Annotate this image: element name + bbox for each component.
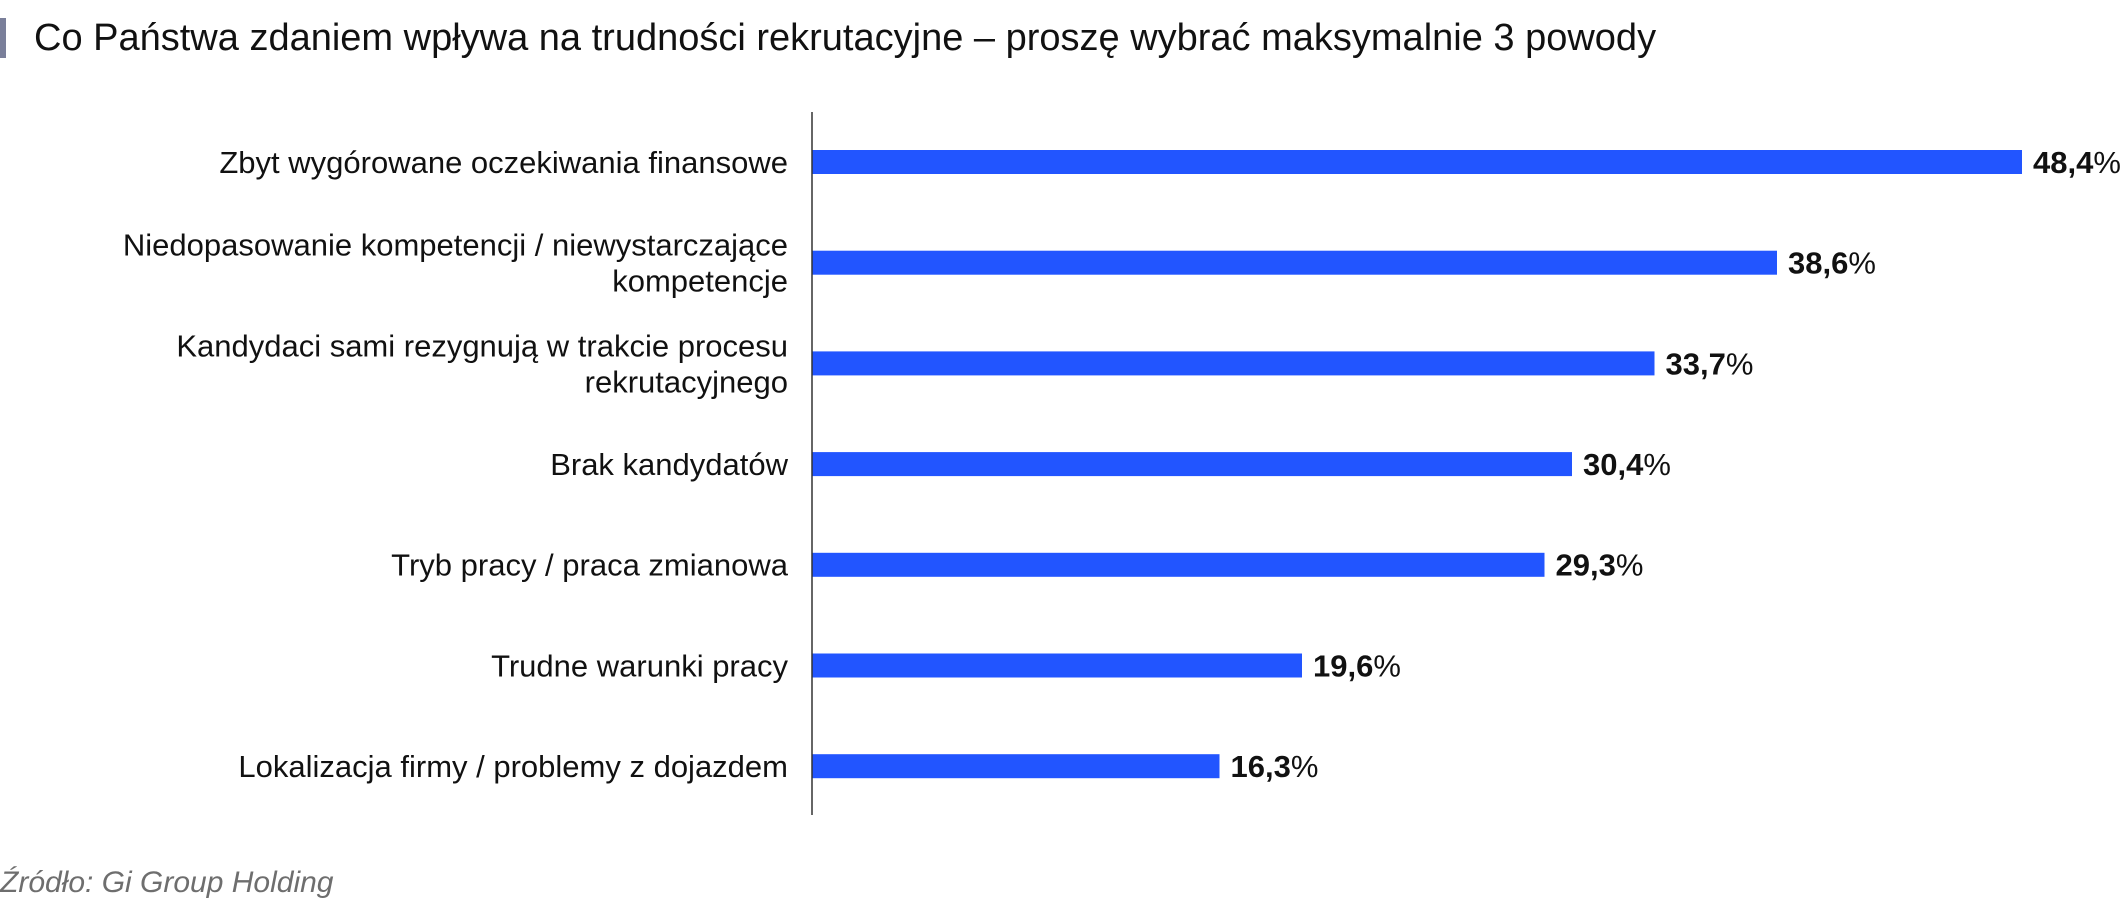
- category-label-6: Trudne warunki pracy: [491, 648, 788, 683]
- value-number: 38,6: [1788, 246, 1848, 281]
- category-label-line: Tryb pracy / praca zmianowa: [391, 548, 789, 583]
- category-label-line: Zbyt wygórowane oczekiwania finansowe: [219, 145, 788, 180]
- value-label-4: 30,4%: [1583, 447, 1671, 482]
- value-unit: %: [1643, 447, 1671, 482]
- value-unit: %: [1726, 346, 1754, 381]
- category-label-2: Niedopasowanie kompetencji / niewystarcz…: [123, 228, 788, 299]
- source-note: Źródło: Gi Group Holding: [0, 866, 334, 899]
- value-number: 29,3: [1556, 548, 1616, 583]
- category-label-5: Tryb pracy / praca zmianowa: [391, 548, 789, 583]
- value-label-6: 19,6%: [1313, 648, 1401, 683]
- bar-7: [812, 754, 1220, 779]
- category-label-line: Trudne warunki pracy: [491, 648, 788, 683]
- value-unit: %: [1616, 548, 1644, 583]
- category-label-4: Brak kandydatów: [550, 447, 788, 482]
- category-label-line: Kandydaci sami rezygnują w trakcie proce…: [176, 328, 788, 363]
- value-number: 19,6: [1313, 648, 1373, 683]
- category-label-line: kompetencje: [612, 264, 788, 299]
- bar-2: [812, 250, 1777, 275]
- value-unit: %: [2093, 145, 2121, 180]
- value-number: 16,3: [1231, 749, 1291, 784]
- bar-6: [812, 653, 1302, 678]
- value-number: 33,7: [1666, 346, 1726, 381]
- chart-title: Co Państwa zdaniem wpływa na trudności r…: [34, 17, 1657, 59]
- value-label-1: 48,4%: [2033, 145, 2121, 180]
- value-label-2: 38,6%: [1788, 246, 1876, 281]
- value-label-3: 33,7%: [1666, 346, 1754, 381]
- category-label-line: Brak kandydatów: [550, 447, 788, 482]
- category-label-3: Kandydaci sami rezygnują w trakcie proce…: [176, 328, 788, 399]
- value-number: 48,4: [2033, 145, 2094, 180]
- category-label-1: Zbyt wygórowane oczekiwania finansowe: [219, 145, 788, 180]
- category-label-7: Lokalizacja firmy / problemy z dojazdem: [238, 749, 788, 784]
- bar-1: [812, 150, 2022, 174]
- title-accent-bar: [0, 18, 6, 58]
- category-label-line: rekrutacyjnego: [585, 364, 788, 399]
- category-label-line: Niedopasowanie kompetencji / niewystarcz…: [123, 228, 788, 263]
- value-number: 30,4: [1583, 447, 1644, 482]
- value-unit: %: [1848, 246, 1876, 281]
- bar-4: [812, 452, 1572, 477]
- value-label-7: 16,3%: [1231, 749, 1319, 784]
- bar-5: [812, 552, 1545, 577]
- value-label-5: 29,3%: [1556, 548, 1644, 583]
- value-unit: %: [1373, 648, 1401, 683]
- bar-3: [812, 351, 1655, 376]
- value-unit: %: [1291, 749, 1319, 784]
- category-label-line: Lokalizacja firmy / problemy z dojazdem: [238, 749, 788, 784]
